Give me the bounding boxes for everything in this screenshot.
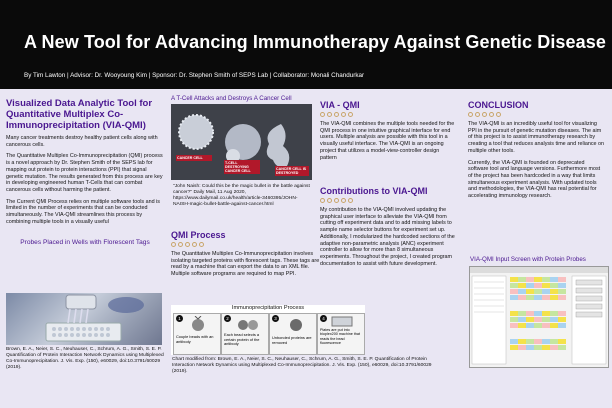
via-qmi-body: The VIA-QMI combines the multiple tools …: [320, 121, 455, 161]
washed-bead-icon: [290, 319, 302, 331]
step-label: Unbonded proteins are removed: [272, 335, 312, 345]
step-number: 1: [176, 315, 183, 322]
poster-title: A New Tool for Advancing Immunotherapy A…: [24, 32, 606, 52]
step-label: Plates are put into bioplex200 machine t…: [320, 328, 360, 345]
step-label: Each bead selects a certain protein of t…: [224, 332, 260, 347]
immunoprecipitation-diagram: Immunoprecipitation Process 1 Couple bea…: [171, 305, 365, 355]
intro-column: Visualized Data Analytic Tool for Quanti…: [6, 92, 164, 247]
step-number: 3: [272, 315, 279, 322]
heading-divider: [171, 242, 321, 247]
author-byline: By Tim Lawton | Advisor: Dr. Wooyoung Ki…: [24, 72, 365, 79]
wells-photo: [6, 293, 162, 345]
heading-divider: [320, 198, 462, 203]
via-qmi-heading: VIA - QMI: [320, 100, 360, 110]
tcell-image-heading: A T-Cell Attacks and Destroys A Cancer C…: [171, 95, 292, 102]
heading-divider: [468, 112, 606, 117]
step-number: 4: [320, 315, 327, 322]
conclusion-paragraph-1: The VIA-QMI is an incredibly useful tool…: [468, 121, 605, 154]
qmi-process-section: QMI Process The Quantitative Multiplex C…: [171, 230, 321, 278]
intro-heading: Visualized Data Analytic Tool for Quanti…: [6, 98, 153, 131]
bead-antibody-icon: [192, 316, 204, 331]
diagram-citation: Chart modified from: Brown, E. A., Neier…: [172, 357, 432, 374]
wells-citation: Brown, E. A., Neier, S. C., Neuhauser, C…: [6, 347, 164, 370]
protein-probe-grid: [470, 267, 608, 365]
via-qmi-section: VIA - QMI The VIA-QMI combines the multi…: [320, 100, 455, 161]
input-screen-screenshot: [469, 266, 609, 368]
diagram-title: Immunoprecipitation Process: [231, 305, 305, 311]
conclusion-paragraph-2: Currently, the VIA-QMI is founded on dep…: [468, 159, 601, 200]
bioplex-machine-icon: [331, 316, 353, 327]
conclusion-section: CONCLUSION The VIA-QMI is an incredibly …: [468, 100, 606, 200]
protein-select-icon: [238, 320, 258, 330]
contributions-body: My contribution to the VIA-QMI involved …: [320, 207, 455, 267]
contributions-heading: Contributions to VIA-QMI: [320, 186, 428, 196]
wells-image-heading: Probes Placed in Wells with Florescent T…: [20, 239, 150, 247]
conclusion-heading: CONCLUSION: [468, 100, 529, 110]
qmi-process-heading: QMI Process: [171, 230, 226, 240]
pipette-plate-illustration: [45, 294, 144, 342]
cancer-cell-label: CANCER CELL: [176, 155, 212, 161]
diagram-step-1: 1 Couple beads with an antibody: [173, 313, 221, 355]
diagram-step-3: 3 Unbonded proteins are removed: [269, 313, 317, 355]
cell-destroyed-label: CANCER CELL IS DESTROYED: [275, 166, 309, 176]
diagram-step-2: 2 Each bead selects a certain protein of…: [221, 313, 269, 355]
intro-paragraph-2: The Quantitative Multiplex Co-Immunoprec…: [6, 153, 163, 193]
qmi-process-body: The Quantitative Multiplex Co-Immunoprec…: [171, 251, 320, 278]
intro-paragraph-3: The Current QMI Process relies on multip…: [6, 198, 160, 225]
tcell-micrograph: CANCER CELL T-CELL DESTROYING CANCER CEL…: [171, 104, 312, 180]
input-screen-heading: VIA-QMI Input Screen with Protein Probes: [470, 256, 586, 263]
step-label: Couple beads with an antibody: [176, 334, 214, 344]
intro-paragraph-1: Many cancer treatments destroy healthy p…: [6, 135, 158, 148]
step-number: 2: [224, 315, 231, 322]
poster-header: A New Tool for Advancing Immunotherapy A…: [0, 0, 612, 89]
diagram-step-4: 4 Plates are put into bioplex200 machine…: [317, 313, 365, 355]
tcell-image-caption: "John Naish: Could this be the magic bul…: [173, 184, 310, 207]
contributions-section: Contributions to VIA-QMI My contribution…: [320, 186, 462, 267]
heading-divider: [320, 112, 455, 117]
tcell-destroying-label: T-CELL DESTROYING CANCER CELL: [224, 160, 260, 174]
